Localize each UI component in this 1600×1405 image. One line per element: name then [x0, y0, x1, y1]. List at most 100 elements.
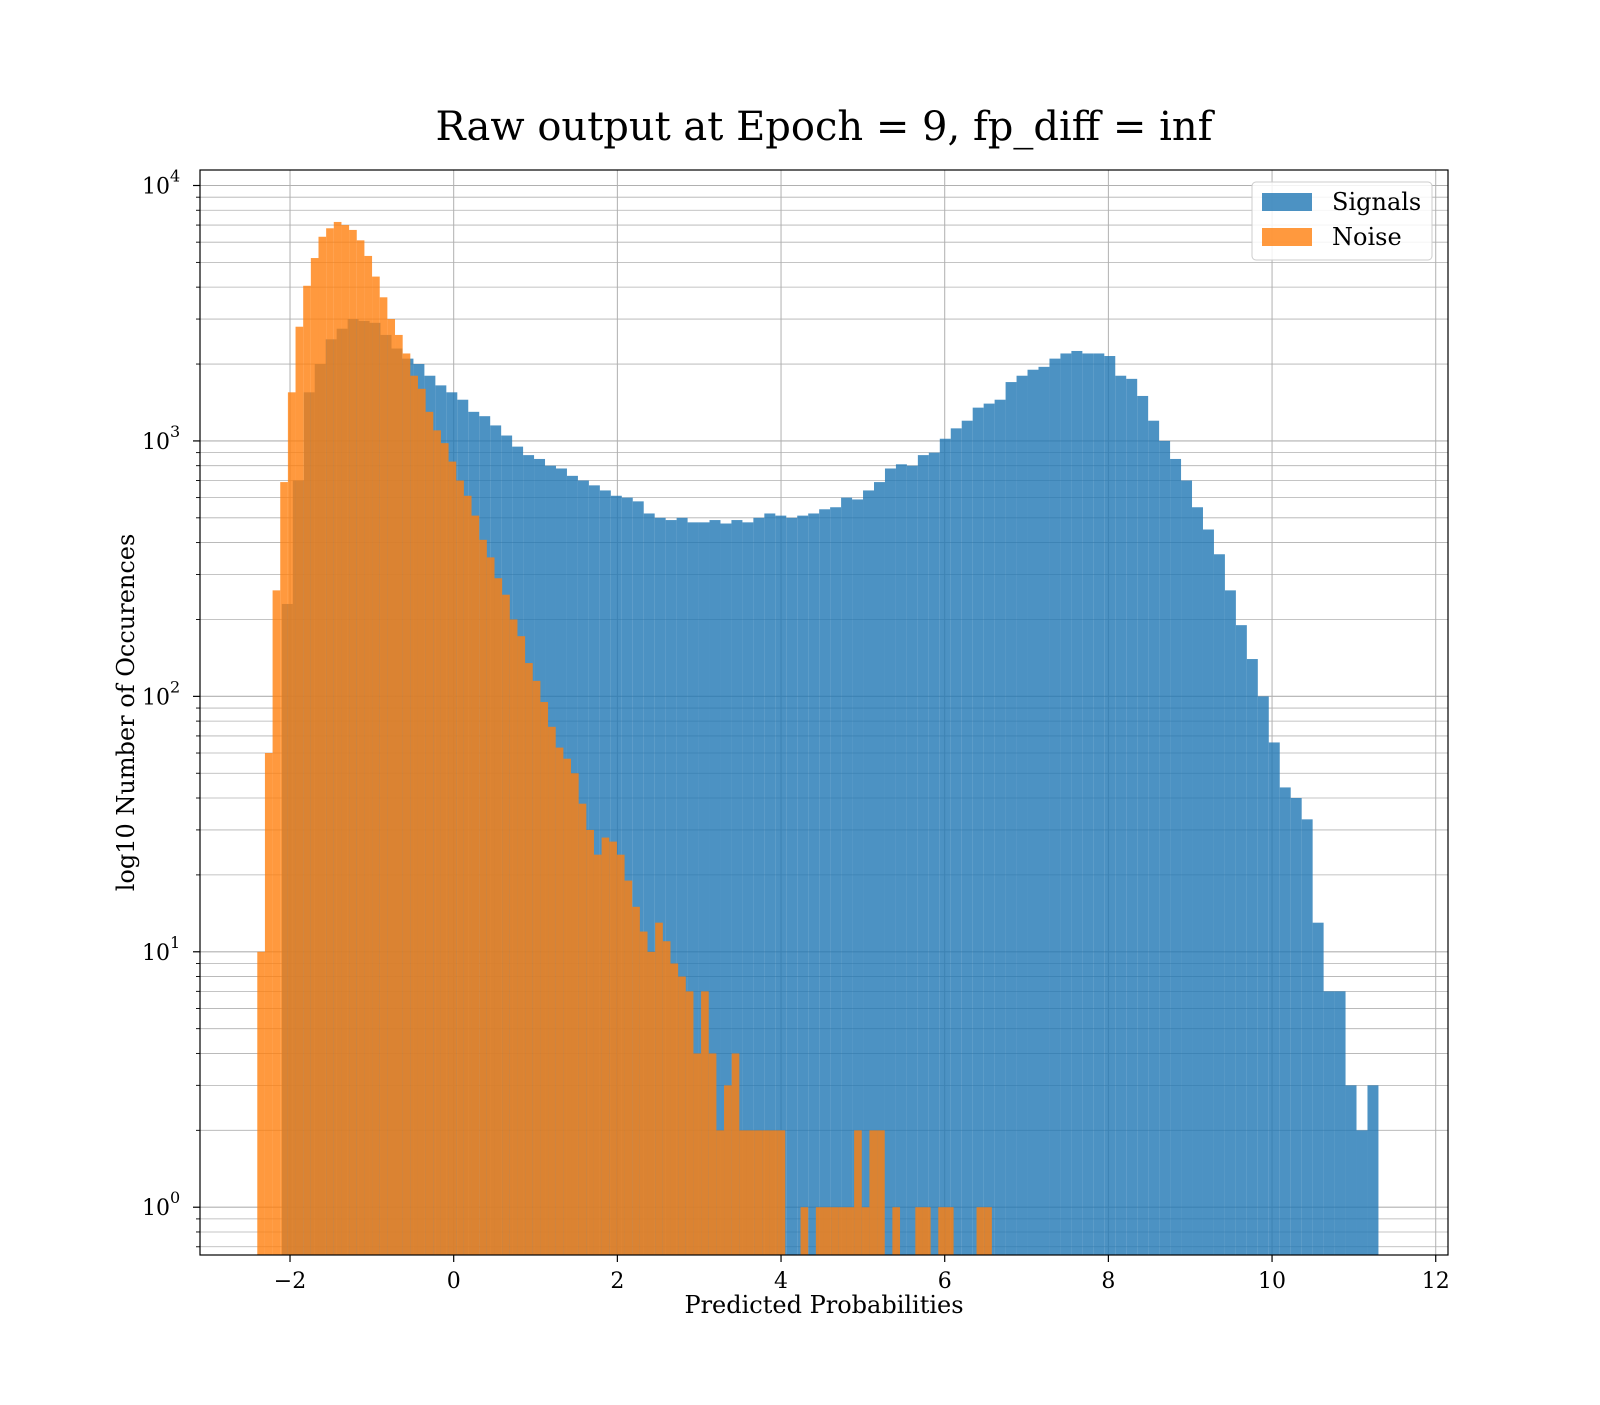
signals-bar	[1159, 440, 1171, 1255]
signals-bar	[906, 465, 918, 1256]
x-tick-label: 0	[447, 1269, 461, 1294]
noise-bar	[372, 276, 380, 1255]
signals-bar	[994, 399, 1006, 1255]
y-axis-label: log10 Number of Occurences	[112, 534, 140, 892]
signals-bar	[1213, 554, 1225, 1255]
noise-bar	[548, 726, 556, 1255]
signals-bar	[1104, 356, 1116, 1255]
noise-bar	[463, 495, 472, 1255]
noise-bar	[662, 941, 671, 1255]
noise-bar	[777, 1130, 786, 1255]
noise-bar	[563, 758, 572, 1255]
y-tick-label: 100	[142, 1188, 180, 1221]
noise-bar	[716, 1130, 725, 1255]
noise-bar	[701, 991, 709, 1255]
noise-bars	[257, 221, 992, 1256]
noise-bar	[525, 663, 533, 1255]
signals-bar	[731, 520, 743, 1255]
signals-bar	[895, 464, 907, 1255]
noise-bar	[915, 1207, 923, 1255]
noise-bar	[693, 1053, 702, 1255]
noise-bar	[601, 837, 610, 1255]
noise-bar	[724, 1085, 732, 1255]
x-tick-label: 6	[938, 1269, 952, 1294]
legend-swatch-signals	[1262, 193, 1312, 211]
signals-bar	[720, 523, 732, 1255]
noise-bar	[272, 590, 281, 1255]
signals-bar	[1367, 1085, 1379, 1255]
y-tick-label: 103	[142, 422, 180, 455]
signals-bar	[665, 520, 677, 1255]
signals-bar	[928, 452, 940, 1255]
noise-bar	[754, 1130, 763, 1255]
noise-bar	[632, 906, 640, 1255]
noise-bar	[571, 773, 579, 1255]
noise-bar	[318, 236, 327, 1255]
noise-bar	[578, 803, 587, 1255]
noise-bar	[815, 1207, 824, 1255]
signals-bar	[786, 517, 798, 1255]
noise-bar	[417, 388, 426, 1255]
signals-bar	[1170, 458, 1182, 1255]
noise-bar	[731, 1053, 740, 1255]
signals-bar	[808, 513, 820, 1255]
signals-bar	[753, 517, 765, 1255]
signals-bar	[841, 497, 853, 1255]
noise-bar	[678, 976, 686, 1255]
noise-bar	[341, 225, 350, 1255]
noise-bar	[708, 1053, 717, 1255]
noise-bar	[647, 951, 656, 1255]
signals-bar	[676, 517, 688, 1255]
signals-bar	[852, 499, 864, 1255]
signals-bar	[775, 515, 787, 1255]
signals-bar	[709, 520, 721, 1255]
signals-bar	[1246, 659, 1258, 1255]
noise-bar	[326, 228, 334, 1256]
signals-bar	[621, 497, 633, 1255]
noise-bar	[984, 1207, 992, 1255]
noise-bar	[869, 1130, 878, 1255]
signals-bar	[797, 515, 809, 1255]
chart-title: Raw output at Epoch = 9, fp_diff = inf	[436, 104, 1216, 150]
signals-bar	[819, 509, 831, 1255]
noise-bar	[624, 880, 633, 1255]
signals-bar	[1027, 369, 1039, 1256]
noise-bar	[502, 594, 510, 1255]
noise-bar	[685, 991, 694, 1255]
signals-bar	[1290, 798, 1302, 1255]
signals-bar	[1137, 395, 1149, 1255]
noise-bar	[303, 285, 311, 1255]
signals-bar	[632, 501, 644, 1255]
signals-bar	[939, 438, 951, 1255]
signals-bar	[1202, 529, 1214, 1255]
noise-bar	[410, 375, 418, 1255]
signals-bar	[742, 522, 754, 1255]
legend-swatch-noise	[1262, 228, 1312, 246]
noise-bar	[892, 1207, 901, 1255]
signals-bar	[1345, 1085, 1357, 1255]
noise-bar	[395, 334, 403, 1255]
noise-bar	[257, 951, 265, 1255]
signals-bar	[884, 468, 896, 1255]
signals-bar	[1082, 353, 1094, 1256]
signals-bar	[1049, 358, 1061, 1255]
signals-bar	[1115, 375, 1127, 1255]
signals-bar	[1181, 480, 1193, 1256]
signals-bar	[1224, 590, 1236, 1255]
noise-bar	[471, 515, 480, 1255]
noise-bar	[456, 480, 464, 1256]
noise-bar	[739, 1130, 747, 1255]
noise-bar	[295, 326, 304, 1255]
x-tick-label: 2	[610, 1269, 624, 1294]
signals-bar	[764, 513, 776, 1255]
signals-bar	[1093, 353, 1105, 1256]
noise-bar	[280, 482, 288, 1255]
signals-bar	[654, 517, 666, 1255]
noise-bar	[448, 461, 457, 1255]
noise-bar	[586, 829, 594, 1255]
signals-bar	[983, 403, 995, 1255]
x-axis-ticks: −2 0 2 4 6 8 10 12	[274, 1255, 1450, 1294]
noise-bar	[854, 1130, 862, 1255]
